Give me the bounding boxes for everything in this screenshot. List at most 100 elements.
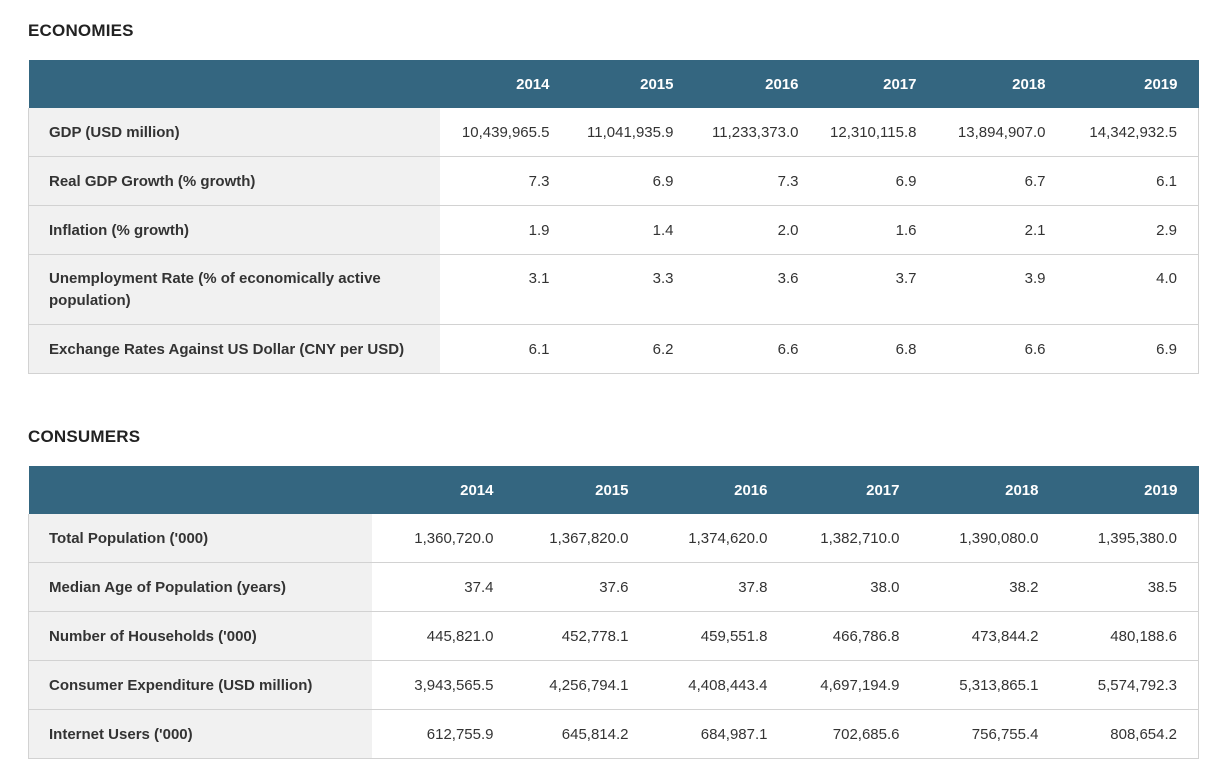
value-cell: 7.3: [439, 156, 571, 206]
value-cell: 13,894,907.0: [937, 108, 1067, 157]
value-cell: 6.9: [1066, 324, 1199, 374]
year-header: 2016: [734, 481, 768, 499]
value-cell: 11,041,935.9: [570, 108, 695, 157]
value-cell: 37.6: [514, 562, 650, 612]
year-header: 2018: [1012, 75, 1046, 93]
value-cell: 702,685.6: [788, 709, 921, 759]
value-cell: 445,821.0: [371, 611, 515, 661]
table-row: Internet Users ('000) 612,755.9 645,814.…: [28, 709, 1199, 759]
table-row: Median Age of Population (years) 37.4 37…: [28, 562, 1199, 612]
value-cell: 6.7: [937, 156, 1067, 206]
table-row: Exchange Rates Against US Dollar (CNY pe…: [28, 324, 1199, 374]
value-cell: 5,574,792.3: [1059, 660, 1199, 710]
year-header: 2016: [765, 75, 799, 93]
value-cell: 684,987.1: [649, 709, 789, 759]
year-header: 2015: [595, 481, 629, 499]
value-cell: 1,374,620.0: [649, 514, 789, 563]
row-label: Unemployment Rate (% of economically act…: [28, 254, 440, 325]
value-cell: 6.6: [694, 324, 820, 374]
consumers-table: 2014 2015 2016 2017 2018 2019 Total Popu…: [28, 466, 1199, 759]
value-cell: 4,697,194.9: [788, 660, 921, 710]
section-title: CONSUMERS: [28, 427, 141, 446]
value-cell: 4.0: [1066, 254, 1199, 325]
year-header: 2014: [460, 481, 494, 499]
consumers-section: CONSUMERS 2014 2015 2016 2017 2018 2019 …: [28, 427, 1199, 759]
table-row: Real GDP Growth (% growth) 7.3 6.9 7.3 6…: [28, 156, 1199, 206]
value-cell: 1,395,380.0: [1059, 514, 1199, 563]
value-cell: 37.4: [371, 562, 515, 612]
value-cell: 2.9: [1066, 205, 1199, 255]
row-header-cell: [29, 60, 440, 108]
year-header: 2019: [1144, 75, 1178, 93]
value-cell: 3.9: [937, 254, 1067, 325]
value-cell: 808,654.2: [1059, 709, 1199, 759]
value-cell: 466,786.8: [788, 611, 921, 661]
value-cell: 459,551.8: [649, 611, 789, 661]
value-cell: 38.2: [920, 562, 1060, 612]
table-header-row: 2014 2015 2016 2017 2018 2019: [28, 60, 1199, 108]
value-cell: 3,943,565.5: [371, 660, 515, 710]
table-row: Unemployment Rate (% of economically act…: [28, 254, 1199, 325]
value-cell: 10,439,965.5: [439, 108, 571, 157]
value-cell: 3.3: [570, 254, 695, 325]
value-cell: 1.6: [819, 205, 938, 255]
value-cell: 1.9: [439, 205, 571, 255]
year-header: 2014: [516, 75, 550, 93]
row-label: Total Population ('000): [28, 514, 372, 563]
value-cell: 4,408,443.4: [649, 660, 789, 710]
table-row: GDP (USD million) 10,439,965.5 11,041,93…: [28, 108, 1199, 157]
value-cell: 6.1: [1066, 156, 1199, 206]
row-label: Internet Users ('000): [28, 709, 372, 759]
value-cell: 480,188.6: [1059, 611, 1199, 661]
section-title: ECONOMIES: [28, 21, 134, 40]
year-header: 2017: [883, 75, 917, 93]
row-label: Median Age of Population (years): [28, 562, 372, 612]
table-row: Consumer Expenditure (USD million) 3,943…: [28, 660, 1199, 710]
row-label: GDP (USD million): [28, 108, 440, 157]
value-cell: 6.9: [819, 156, 938, 206]
value-cell: 473,844.2: [920, 611, 1060, 661]
value-cell: 1,382,710.0: [788, 514, 921, 563]
value-cell: 6.9: [570, 156, 695, 206]
table-header-row: 2014 2015 2016 2017 2018 2019: [28, 466, 1199, 514]
value-cell: 6.1: [439, 324, 571, 374]
value-cell: 3.1: [439, 254, 571, 325]
economies-section: ECONOMIES 2014 2015 2016 2017 2018 2019 …: [28, 21, 1199, 374]
value-cell: 5,313,865.1: [920, 660, 1060, 710]
row-header-cell: [29, 466, 372, 514]
value-cell: 38.5: [1059, 562, 1199, 612]
value-cell: 11,233,373.0: [694, 108, 820, 157]
year-header: 2019: [1144, 481, 1178, 499]
value-cell: 38.0: [788, 562, 921, 612]
value-cell: 1.4: [570, 205, 695, 255]
table-row: Inflation (% growth) 1.9 1.4 2.0 1.6 2.1…: [28, 205, 1199, 255]
row-label: Inflation (% growth): [28, 205, 440, 255]
value-cell: 4,256,794.1: [514, 660, 650, 710]
value-cell: 6.8: [819, 324, 938, 374]
value-cell: 3.6: [694, 254, 820, 325]
table-row: Number of Households ('000) 445,821.0 45…: [28, 611, 1199, 661]
economies-table: 2014 2015 2016 2017 2018 2019 GDP (USD m…: [28, 60, 1199, 374]
value-cell: 1,360,720.0: [371, 514, 515, 563]
value-cell: 37.8: [649, 562, 789, 612]
value-cell: 645,814.2: [514, 709, 650, 759]
table-row: Total Population ('000) 1,360,720.0 1,36…: [28, 514, 1199, 563]
value-cell: 12,310,115.8: [819, 108, 938, 157]
year-header: 2017: [866, 481, 900, 499]
year-header: 2018: [1005, 481, 1039, 499]
value-cell: 2.1: [937, 205, 1067, 255]
value-cell: 1,390,080.0: [920, 514, 1060, 563]
value-cell: 1,367,820.0: [514, 514, 650, 563]
value-cell: 6.2: [570, 324, 695, 374]
row-label: Real GDP Growth (% growth): [28, 156, 440, 206]
value-cell: 7.3: [694, 156, 820, 206]
value-cell: 14,342,932.5: [1066, 108, 1199, 157]
value-cell: 6.6: [937, 324, 1067, 374]
row-label: Exchange Rates Against US Dollar (CNY pe…: [28, 324, 440, 374]
value-cell: 612,755.9: [371, 709, 515, 759]
value-cell: 3.7: [819, 254, 938, 325]
value-cell: 756,755.4: [920, 709, 1060, 759]
row-label: Consumer Expenditure (USD million): [28, 660, 372, 710]
value-cell: 452,778.1: [514, 611, 650, 661]
year-header: 2015: [640, 75, 674, 93]
